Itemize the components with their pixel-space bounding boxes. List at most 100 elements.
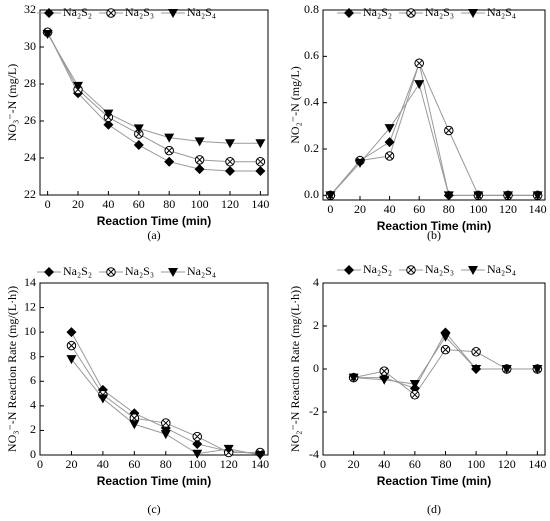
- triangle: [255, 451, 266, 460]
- y-tick-label: 30: [24, 39, 36, 53]
- x-tick-label: 100: [469, 202, 487, 216]
- triangle: [348, 373, 359, 383]
- marker: [192, 449, 203, 459]
- legend-label: Na₂S₃: [425, 262, 454, 276]
- plot-frame: [39, 9, 269, 196]
- x-axis-label: Reaction Time (min): [97, 214, 211, 228]
- marker: [501, 365, 512, 374]
- marker: [164, 145, 174, 156]
- cross: [107, 9, 115, 17]
- x-tick-label: 40: [384, 202, 396, 216]
- marker: [225, 139, 235, 149]
- marker: [255, 156, 266, 167]
- marker: [168, 268, 178, 277]
- marker: [66, 355, 77, 365]
- x-tick-label: 140: [529, 202, 547, 216]
- marker: [192, 431, 202, 442]
- marker: [164, 133, 175, 143]
- y-tick-label: 2: [30, 422, 36, 436]
- diamond: [66, 327, 77, 338]
- y-tick-label: 28: [24, 76, 36, 90]
- cross: [130, 414, 138, 422]
- legend-label: Na₂S₂: [63, 264, 92, 278]
- marker: [66, 340, 77, 351]
- marker: [406, 8, 416, 18]
- marker: [384, 137, 395, 148]
- y-tick-label: 10: [24, 324, 36, 338]
- marker: [255, 139, 266, 149]
- y-axis-label: NO₂⁻-N Reaction Rate (mg/(L·h)): [288, 286, 302, 452]
- marker: [443, 191, 454, 201]
- marker: [194, 137, 205, 147]
- marker: [255, 165, 266, 176]
- triangle: [73, 81, 83, 91]
- x-tick-label: 140: [528, 457, 546, 471]
- legend-label: Na₂S₃: [125, 5, 154, 19]
- series-line: [47, 33, 261, 144]
- cross: [226, 158, 234, 166]
- marker: [44, 267, 54, 277]
- cross: [407, 9, 415, 17]
- marker: [473, 191, 484, 201]
- cross: [407, 266, 415, 274]
- x-tick-label: 20: [348, 457, 360, 471]
- y-tick-label: 0.8: [304, 2, 319, 16]
- panel-caption: (a): [147, 228, 160, 242]
- cross: [415, 59, 423, 67]
- y-tick-label: 2: [313, 318, 319, 332]
- cross: [193, 433, 201, 440]
- y-axis-label: NO₃⁻-N Reaction Rate (mg/(L·h)): [5, 286, 19, 452]
- triangle: [129, 420, 140, 430]
- diamond: [44, 8, 54, 18]
- x-axis-label: Reaction Time (min): [97, 474, 211, 488]
- marker: [344, 8, 354, 18]
- diamond: [133, 140, 144, 151]
- plot-frame: [322, 9, 546, 201]
- y-tick-label: 0.6: [304, 48, 319, 62]
- triangle: [503, 191, 513, 201]
- diamond: [344, 8, 354, 18]
- x-tick-label: 140: [251, 457, 269, 471]
- y-tick-label: 24: [24, 150, 36, 164]
- y-tick-label: 12: [24, 299, 36, 313]
- panel-caption: (c): [147, 502, 160, 516]
- x-tick-label: 100: [188, 457, 206, 471]
- marker: [225, 165, 235, 176]
- x-tick-label: 100: [191, 197, 209, 211]
- y-axis-label: NO₃⁻-N (mg/L): [5, 64, 19, 142]
- x-tick-label: 40: [97, 457, 109, 471]
- marker: [106, 8, 116, 18]
- marker: [44, 8, 54, 18]
- triangle: [473, 191, 484, 201]
- triangle: [325, 191, 336, 201]
- x-tick-label: 40: [378, 457, 390, 471]
- legend-label: Na₂S₄: [187, 5, 216, 19]
- triangle: [414, 80, 425, 90]
- y-tick-label: 0.2: [304, 141, 319, 155]
- y-tick-label: 0: [313, 361, 319, 375]
- series-line: [47, 31, 261, 163]
- marker: [129, 420, 140, 430]
- marker: [160, 430, 171, 440]
- marker: [225, 156, 235, 167]
- marker: [325, 191, 336, 201]
- triangle: [133, 124, 144, 134]
- cross: [162, 419, 170, 427]
- marker: [106, 267, 116, 277]
- marker: [468, 9, 478, 18]
- cross: [380, 367, 388, 375]
- triangle: [409, 380, 420, 390]
- diamond: [344, 265, 354, 275]
- panel-caption: (b): [427, 228, 441, 242]
- triangle: [355, 158, 365, 168]
- x-tick-label: 40: [102, 197, 114, 211]
- triangle: [164, 133, 175, 143]
- cross: [107, 268, 115, 276]
- marker: [440, 332, 451, 342]
- x-tick-label: 80: [160, 457, 172, 471]
- marker: [532, 365, 543, 374]
- series-line: [47, 31, 261, 172]
- triangle: [160, 430, 171, 440]
- marker: [97, 394, 108, 404]
